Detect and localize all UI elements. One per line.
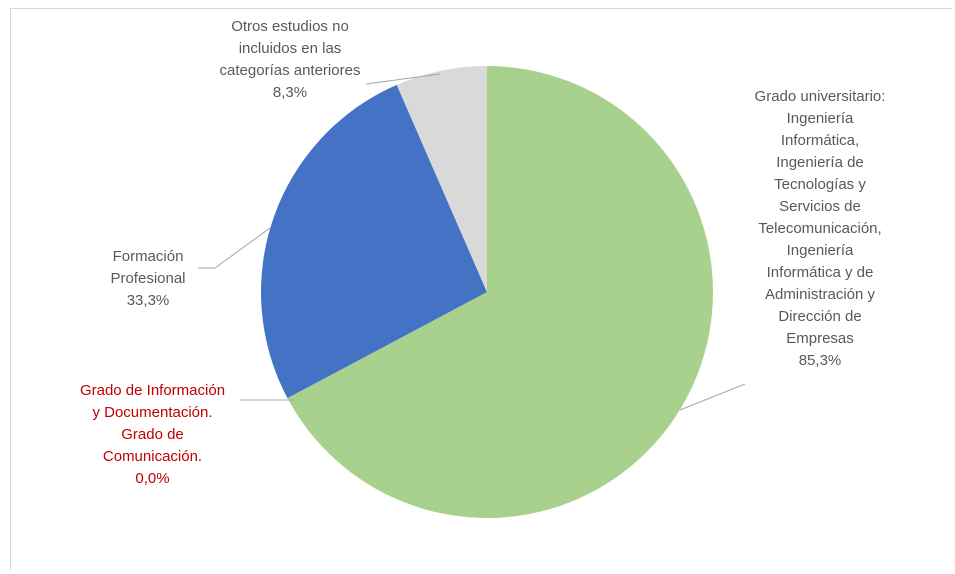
slice-label-line: Comunicación. (102, 448, 203, 465)
slice-label-line: incluidos en las (238, 40, 342, 57)
pie-slices (260, 66, 713, 519)
slice-percent: 33,3% (126, 292, 170, 309)
slice-label-line: Tecnologías y (774, 176, 866, 193)
slice-label-line: Informática, (780, 132, 860, 149)
slice-percent: 8,3% (272, 84, 308, 101)
slice-label-line: y Documentación. (92, 404, 213, 421)
slice-label-line: Ingeniería (786, 242, 854, 259)
slice-label-line: Otros estudios no (231, 18, 349, 35)
slice-label-line: Empresas (786, 330, 854, 347)
data-label-slice-2: Grado de Información y Documentación. Grad… (45, 380, 260, 490)
data-label-slice-4: Otros estudios no incluidos en las categor… (180, 16, 400, 104)
slice-label-line: Profesional (110, 270, 186, 287)
slice-label-line: Telecomunicación, (758, 220, 882, 237)
leader-line-slice-3 (198, 227, 271, 269)
slice-label-line: Formación (112, 248, 184, 265)
leader-lines (198, 73, 746, 411)
slice-label-line: Ingeniería de (776, 154, 864, 171)
data-label-slice-1: Grado universitario: Ingeniería Informátic… (720, 86, 920, 372)
leader-line-slice-4 (365, 73, 441, 85)
leader-line-slice-1 (679, 383, 746, 411)
chart-area (10, 8, 952, 570)
pie-slice-3 (260, 84, 487, 399)
slice-label-line: categorías anteriores (219, 62, 361, 79)
slice-label-line: Informática y de (766, 264, 874, 281)
slice-label-line: Administración y (764, 286, 876, 303)
slice-label-line: Grado de (121, 426, 184, 443)
data-label-slice-3: Formación Profesional 33,3% (88, 246, 208, 312)
pie-slice-4 (396, 66, 487, 292)
slice-label-line: Grado de Información (79, 382, 226, 399)
slice-label-line: Grado universitario: (754, 88, 886, 105)
pie-slice-1 (287, 66, 713, 519)
slice-label-line: Servicios de (779, 198, 861, 215)
slice-label-line: Ingeniería (786, 110, 854, 127)
slice-percent: 85,3% (798, 352, 842, 369)
slice-percent: 0,0% (135, 470, 170, 487)
slice-label-line: Dirección de (778, 308, 862, 325)
